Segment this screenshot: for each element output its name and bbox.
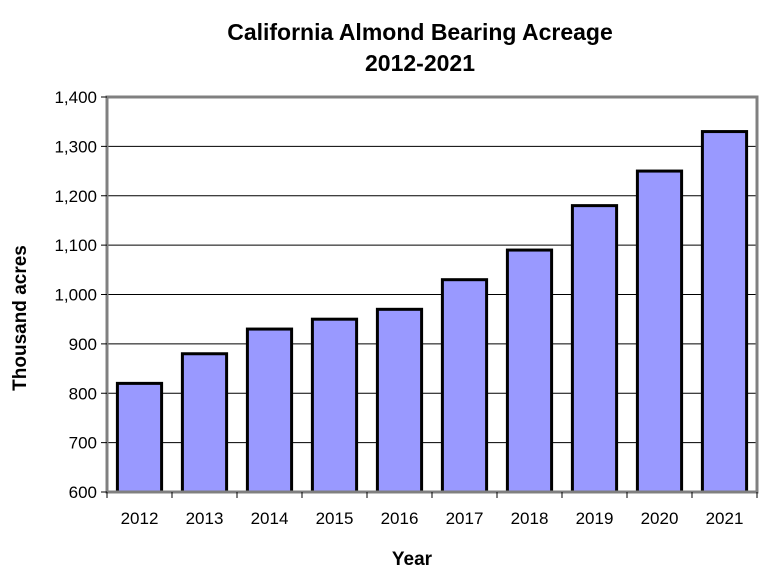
y-tick-label: 1,300 (54, 137, 97, 156)
y-tick-label: 600 (69, 483, 97, 502)
x-tick-label: 2015 (316, 509, 354, 528)
bar-2012 (115, 381, 164, 494)
x-tick-label: 2020 (641, 509, 679, 528)
bar-2017 (440, 278, 489, 494)
bar-2016 (375, 307, 424, 494)
y-tick-label: 1,200 (54, 187, 97, 206)
x-tick-label: 2019 (576, 509, 614, 528)
x-tick-label: 2016 (381, 509, 419, 528)
y-tick-label: 1,000 (54, 286, 97, 305)
y-axis-label: Thousand acres (10, 245, 31, 391)
x-tick-label: 2014 (251, 509, 289, 528)
bar-2021 (700, 130, 749, 494)
y-tick-label: 700 (69, 434, 97, 453)
y-tick-label: 1,400 (54, 88, 97, 107)
y-axis-ticks: 600 700 800 900 1,000 1,100 1,200 1,300 1,400 (54, 88, 107, 502)
x-axis-ticks: 2012 2013 2014 2015 2016 2017 2018 2019 2020 2021 (106, 492, 758, 528)
bar-2015 (310, 317, 359, 494)
bar-2019 (570, 204, 619, 494)
x-tick-label: 2013 (186, 509, 224, 528)
x-tick-label: 2012 (121, 509, 159, 528)
bar-2018 (505, 248, 554, 494)
bar-2013 (180, 352, 229, 494)
bar-2020 (635, 169, 684, 494)
x-tick-label: 2021 (706, 509, 744, 528)
bars (115, 130, 749, 494)
y-tick-label: 800 (69, 384, 97, 403)
y-tick-label: 900 (69, 335, 97, 354)
bar-2014 (245, 327, 294, 494)
x-tick-label: 2018 (511, 509, 549, 528)
x-axis-label: Year (392, 549, 433, 570)
chart-title: California Almond Bearing Acreage (227, 19, 613, 45)
chart-subtitle: 2012-2021 (365, 50, 475, 76)
x-tick-label: 2017 (446, 509, 484, 528)
y-tick-label: 1,100 (54, 236, 97, 255)
